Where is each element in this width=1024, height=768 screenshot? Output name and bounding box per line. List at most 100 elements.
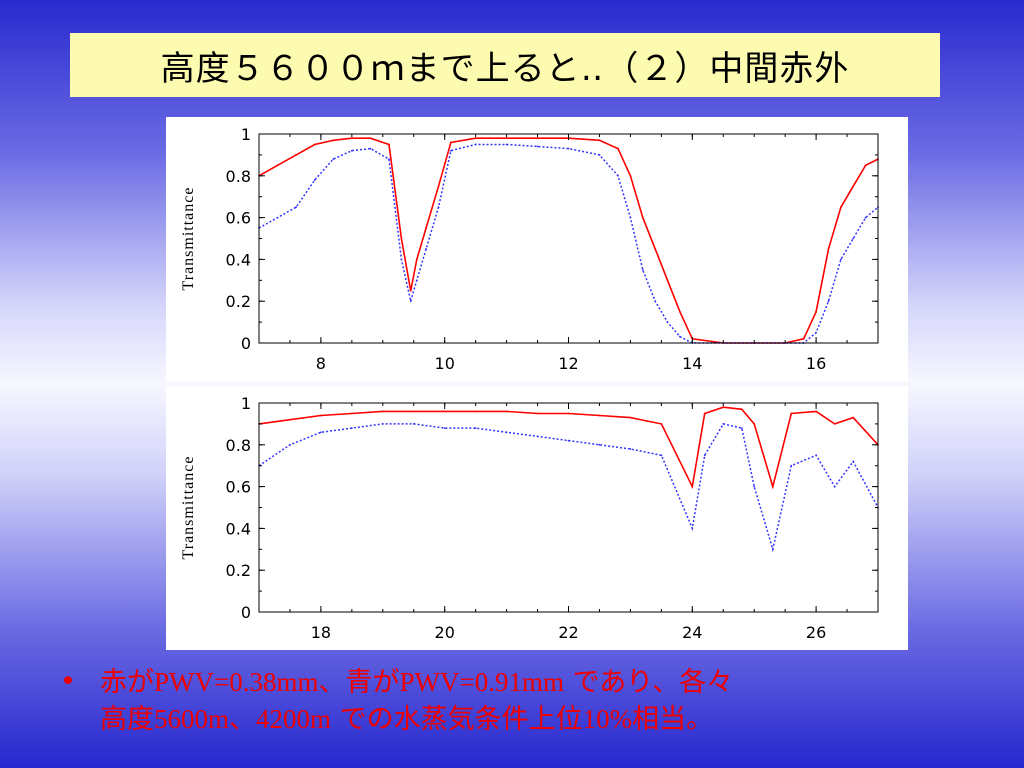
y-tick-label: 0.8 bbox=[226, 167, 251, 186]
y-tick-label: 0.4 bbox=[226, 250, 251, 269]
series-line-red bbox=[258, 137, 879, 344]
x-tick-label: 26 bbox=[806, 623, 826, 642]
data-point-red bbox=[815, 310, 817, 313]
y-axis-label: Transmittance bbox=[180, 187, 197, 291]
data-point-red bbox=[536, 137, 539, 140]
bullet-marker: • bbox=[60, 666, 76, 697]
data-point-blue bbox=[827, 300, 830, 303]
data-point-blue bbox=[753, 485, 756, 488]
data-point-red bbox=[660, 423, 663, 425]
data-point-red bbox=[641, 216, 644, 219]
data-point-red bbox=[567, 412, 570, 415]
data-point-blue bbox=[450, 149, 452, 152]
data-point-red bbox=[388, 143, 390, 146]
data-point-blue bbox=[350, 427, 353, 429]
data-point-blue bbox=[536, 435, 539, 438]
data-point-red bbox=[629, 174, 632, 177]
data-point-red bbox=[320, 414, 322, 417]
data-point-red bbox=[332, 139, 335, 142]
data-point-blue bbox=[617, 174, 619, 177]
chart-panel-mid-ir-7-17: 8 10 12 14 16 0 0.2 0.4 0.6 0.8 1 Transmittance bbox=[166, 117, 908, 382]
chart-panel-mid-ir-17-27: 18 20 22 24 26 0 0.2 0.4 0.6 0.8 1 Transmittance bbox=[166, 386, 908, 650]
x-tick-label: 16 bbox=[806, 354, 826, 373]
data-point-blue bbox=[666, 321, 669, 323]
plot-frame bbox=[258, 402, 879, 613]
data-point-blue bbox=[815, 454, 817, 457]
data-point-blue bbox=[679, 335, 681, 338]
bullet-text-pwv-blue: PWV=0.91mm bbox=[399, 667, 564, 697]
data-point-blue bbox=[536, 145, 539, 148]
data-point-blue bbox=[295, 206, 297, 209]
bullet-text-part: での水蒸気条件上位 bbox=[331, 704, 583, 735]
data-point-blue bbox=[505, 143, 508, 146]
data-point-red bbox=[450, 141, 452, 144]
data-point-red bbox=[654, 248, 657, 250]
data-point-red bbox=[815, 410, 817, 413]
data-point-red bbox=[415, 258, 418, 261]
data-point-blue bbox=[350, 149, 353, 152]
data-point-blue bbox=[567, 439, 570, 442]
data-point-red bbox=[703, 412, 706, 415]
y-tick-label: 1 bbox=[241, 125, 251, 144]
data-point-red bbox=[313, 143, 316, 146]
data-point-blue bbox=[443, 427, 446, 429]
series-line-red bbox=[258, 406, 879, 490]
data-point-red bbox=[753, 423, 756, 425]
bullet-text-altitude-1: 5600m bbox=[154, 704, 230, 734]
data-point-red bbox=[852, 416, 855, 419]
bullet-text-pwv-red: PWV=0.38mm bbox=[154, 667, 319, 697]
bullet-text: 赤がPWV=0.38mm、青がPWV=0.91mm であり、各々 高度5600m… bbox=[100, 664, 980, 738]
data-point-red bbox=[617, 147, 619, 150]
data-point-blue bbox=[703, 454, 706, 457]
data-point-red bbox=[536, 412, 539, 415]
data-point-blue bbox=[740, 427, 743, 429]
transmittance-chart-1: 8 10 12 14 16 0 0.2 0.4 0.6 0.8 1 Transmittance bbox=[180, 125, 879, 373]
y-tick-label: 0.6 bbox=[226, 209, 251, 228]
data-point-red bbox=[629, 416, 632, 419]
data-point-blue bbox=[474, 427, 477, 429]
data-point-red bbox=[350, 412, 353, 415]
transmittance-chart-2: 18 20 22 24 26 0 0.2 0.4 0.6 0.8 1 Transmittance bbox=[180, 394, 879, 642]
plot-frame bbox=[258, 133, 879, 344]
data-point-blue bbox=[840, 258, 842, 261]
x-tick-label: 8 bbox=[316, 354, 326, 373]
data-point-blue bbox=[815, 331, 817, 334]
bullet-text-part: 赤が bbox=[100, 667, 154, 698]
data-point-red bbox=[598, 414, 601, 417]
data-point-red bbox=[679, 310, 681, 313]
x-tick-label: 18 bbox=[311, 623, 331, 642]
x-tick-label: 20 bbox=[435, 623, 455, 642]
data-point-blue bbox=[400, 258, 403, 261]
bullet-text-altitude-2: 4200m bbox=[256, 704, 332, 734]
data-point-blue bbox=[852, 237, 855, 240]
y-tick-label: 0 bbox=[241, 603, 251, 622]
data-point-red bbox=[400, 237, 403, 240]
bullet-text-part: 高度 bbox=[100, 704, 154, 735]
data-point-red bbox=[852, 185, 855, 188]
data-point-red bbox=[289, 418, 291, 421]
series-line-blue bbox=[258, 143, 879, 344]
data-point-red bbox=[666, 279, 669, 282]
x-tick-label: 12 bbox=[558, 354, 578, 373]
data-point-red bbox=[350, 137, 353, 140]
data-point-blue bbox=[629, 216, 632, 219]
y-tick-label: 0.6 bbox=[226, 478, 251, 497]
y-tick-label: 0.2 bbox=[226, 292, 251, 311]
data-point-red bbox=[864, 164, 867, 167]
data-point-blue bbox=[691, 527, 694, 530]
data-point-red bbox=[598, 139, 601, 142]
bullet-text-part: 、青が bbox=[318, 667, 400, 698]
data-point-blue bbox=[425, 248, 427, 250]
data-point-red bbox=[790, 412, 793, 415]
data-point-red bbox=[381, 410, 384, 413]
data-point-blue bbox=[313, 179, 316, 181]
data-point-blue bbox=[598, 154, 601, 156]
data-point-blue bbox=[332, 158, 335, 160]
x-tick-label: 14 bbox=[682, 354, 702, 373]
data-point-blue bbox=[276, 216, 279, 219]
x-tick-label: 24 bbox=[682, 623, 702, 642]
y-tick-label: 0.4 bbox=[226, 519, 251, 538]
data-point-blue bbox=[790, 464, 793, 467]
bullet-text-part: 、 bbox=[229, 704, 257, 735]
data-point-blue bbox=[660, 454, 663, 457]
